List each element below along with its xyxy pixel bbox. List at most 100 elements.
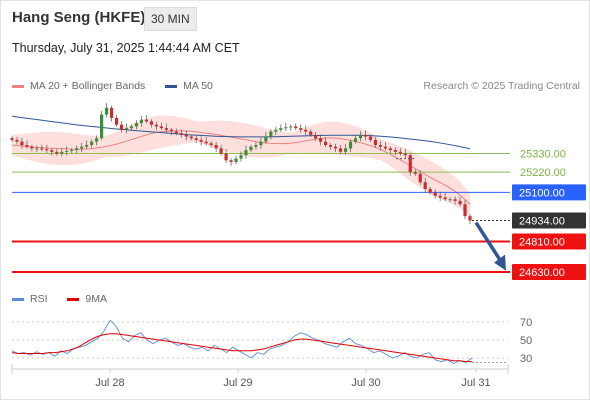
candle-body xyxy=(164,128,168,130)
rsi-ma-legend-label: 9MA xyxy=(85,293,107,305)
candle-body xyxy=(304,129,308,132)
candle-body xyxy=(75,148,79,151)
candle-body xyxy=(174,131,178,134)
candle-body xyxy=(179,133,183,135)
ma50-legend-label: MA 50 xyxy=(183,80,213,93)
candle-body xyxy=(388,148,392,151)
candle-body xyxy=(134,123,139,127)
candle-body xyxy=(209,143,213,146)
ma20-line xyxy=(11,130,471,205)
candle-body xyxy=(224,153,228,161)
rsi-tick-label: 50 xyxy=(520,335,532,347)
source-credit: Research © 2025 Trading Central xyxy=(423,80,580,92)
candle-body xyxy=(149,121,153,125)
rsi-tick-label: 70 xyxy=(520,317,532,329)
candle-body xyxy=(408,155,412,173)
candle-body xyxy=(144,119,149,122)
rsi-legend: RSI 9MA xyxy=(12,293,107,305)
candle-body xyxy=(309,131,313,135)
candle-body xyxy=(25,145,29,147)
level-label: 25330.00 xyxy=(520,149,566,161)
candle-body xyxy=(343,148,348,152)
candle-body xyxy=(413,172,417,174)
candle-body xyxy=(333,146,338,149)
ma50-line xyxy=(11,115,471,150)
level-label: 25220.00 xyxy=(520,167,566,179)
candle-body xyxy=(264,136,268,142)
rsi-ma-swatch xyxy=(67,297,80,301)
level-label: 25100.00 xyxy=(519,187,565,199)
candle-body xyxy=(90,141,94,146)
candle-body xyxy=(378,145,382,147)
candle-body xyxy=(259,141,263,146)
candle-body xyxy=(448,199,452,201)
x-tick-label: Jul 28 xyxy=(95,377,124,389)
candle-body xyxy=(95,138,99,142)
candle-body xyxy=(129,126,134,129)
candle-body xyxy=(20,141,24,146)
candle-body xyxy=(214,145,218,149)
candle-body xyxy=(80,146,84,149)
ma20-swatch xyxy=(12,84,24,88)
candle-body xyxy=(194,138,198,140)
candle-body xyxy=(458,200,462,205)
candle-body xyxy=(40,148,44,150)
candle-body xyxy=(229,160,233,162)
candle-body xyxy=(204,141,208,144)
candle-body xyxy=(199,139,203,142)
candle-body xyxy=(55,151,59,154)
candle-body xyxy=(353,138,358,142)
candle-body xyxy=(169,129,173,132)
candle-body xyxy=(463,204,467,217)
level-label-box xyxy=(512,264,586,280)
candle-body xyxy=(159,126,163,129)
candle-body xyxy=(114,117,119,125)
x-tick-label: Jul 31 xyxy=(461,377,490,389)
candle-body xyxy=(274,129,278,132)
candle-body xyxy=(418,173,422,183)
candle-body xyxy=(234,158,238,162)
candle-body xyxy=(109,107,114,118)
level-label: 24810.00 xyxy=(519,237,565,249)
candle-body xyxy=(249,146,253,151)
candle-body xyxy=(403,153,407,156)
candle-body xyxy=(119,124,124,130)
candle-body xyxy=(219,148,223,154)
candle-body xyxy=(329,145,333,147)
candle-body xyxy=(468,216,472,221)
candle-body xyxy=(70,150,74,152)
candle-body xyxy=(319,138,323,142)
bollinger-band xyxy=(12,115,470,216)
x-tick-label: Jul 30 xyxy=(351,377,380,389)
ma50-swatch xyxy=(165,84,178,88)
interval-selector[interactable]: 30 MIN xyxy=(144,7,197,31)
rsi-swatch xyxy=(12,297,24,301)
candle-body xyxy=(443,197,447,200)
candle-body xyxy=(104,107,109,115)
candle-body xyxy=(338,148,343,152)
candle-body xyxy=(10,138,14,140)
candle-body xyxy=(30,146,34,149)
level-label: 24630.00 xyxy=(519,267,565,279)
rsi-tick-label: 30 xyxy=(520,353,532,365)
candle-body xyxy=(269,131,273,137)
candle-body xyxy=(45,149,49,151)
candle-body xyxy=(368,136,373,140)
candle-body xyxy=(189,136,193,139)
level-label-box xyxy=(512,184,586,201)
candle-body xyxy=(50,150,54,152)
candle-body xyxy=(294,126,298,129)
candle-body xyxy=(254,145,258,147)
candle-body xyxy=(433,192,437,196)
level-label-box xyxy=(512,233,586,250)
candle-body xyxy=(324,141,328,146)
candle-body xyxy=(373,139,378,146)
forecast-arrow-head xyxy=(494,254,506,271)
candle-body xyxy=(314,134,318,139)
candle-body xyxy=(60,151,64,154)
candle-body xyxy=(358,134,363,139)
rsi-series-rsi xyxy=(11,319,473,364)
candle-body xyxy=(124,128,129,130)
candle-body xyxy=(428,189,432,193)
